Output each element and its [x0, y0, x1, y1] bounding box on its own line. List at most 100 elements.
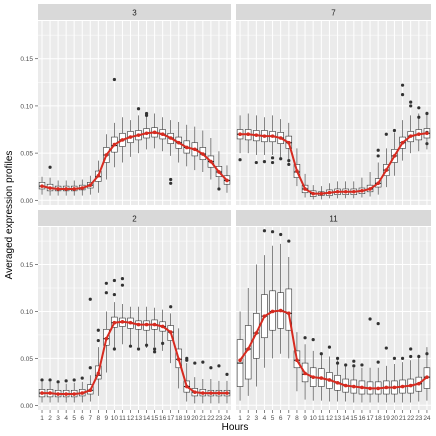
- facet-strip: [236, 4, 431, 20]
- outlier-point: [409, 100, 413, 104]
- outlier-point: [40, 378, 44, 382]
- mean-point: [80, 391, 85, 395]
- mean-point: [193, 390, 197, 394]
- mean-point: [352, 384, 356, 389]
- x-tick-label: 5: [271, 415, 275, 422]
- y-tick-label: 0.00: [20, 403, 33, 410]
- outlier-point: [409, 354, 413, 359]
- outlier-point: [400, 356, 405, 360]
- x-tick-label: 17: [167, 415, 175, 422]
- outlier-point: [238, 158, 242, 162]
- mean-point: [376, 386, 380, 391]
- mean-point: [238, 358, 242, 363]
- mean-point: [343, 189, 348, 194]
- mean-point: [168, 136, 173, 140]
- facet-strip: [38, 4, 231, 20]
- mean-point: [217, 391, 221, 395]
- outlier-point: [201, 360, 205, 364]
- mean-point: [408, 134, 413, 138]
- x-tick-label: 14: [143, 415, 151, 422]
- mean-point: [384, 168, 389, 172]
- mean-point: [343, 383, 348, 388]
- panel-background: [38, 21, 231, 205]
- outlier-point: [270, 160, 275, 165]
- outlier-point: [262, 159, 267, 164]
- mean-point: [327, 190, 332, 195]
- outlier-point: [287, 159, 291, 163]
- mean-point: [270, 309, 275, 314]
- y-axis-label: Averaged expression profiles: [4, 151, 15, 280]
- mean-point: [56, 187, 60, 191]
- outlier-point: [225, 372, 229, 376]
- outlier-point: [88, 366, 92, 370]
- mean-point: [368, 386, 372, 391]
- outlier-point: [217, 364, 221, 368]
- box: [253, 313, 260, 359]
- x-tick-label: 13: [135, 415, 143, 422]
- mean-point: [392, 385, 397, 390]
- outlier-point: [56, 380, 60, 384]
- mean-point: [80, 186, 85, 190]
- mean-point: [128, 135, 133, 139]
- mean-point: [193, 147, 197, 152]
- x-tick-label: 23: [415, 415, 423, 422]
- outlier-point: [112, 292, 116, 297]
- outlier-point: [376, 322, 380, 326]
- outlier-point: [384, 346, 388, 350]
- x-tick-label: 1: [40, 415, 44, 422]
- mean-point: [311, 191, 315, 196]
- x-tick-label: 1: [238, 415, 242, 422]
- mean-point: [96, 173, 101, 178]
- outlier-point: [193, 361, 197, 365]
- mean-point: [152, 322, 157, 327]
- x-tick-label: 3: [255, 415, 259, 422]
- outlier-point: [104, 291, 108, 295]
- mean-point: [360, 189, 364, 193]
- outlier-point: [311, 338, 315, 342]
- outlier-point: [136, 107, 141, 111]
- facet-strip-label: 7: [331, 9, 336, 18]
- facet-strip-label: 11: [329, 215, 338, 224]
- outlier-point: [80, 376, 84, 380]
- facet-panel-7: 7: [236, 4, 431, 205]
- mean-point: [201, 391, 205, 395]
- x-tick-label: 4: [64, 415, 68, 422]
- mean-point: [319, 376, 324, 380]
- mean-point: [96, 371, 101, 376]
- mean-point: [311, 375, 315, 379]
- outlier-point: [400, 83, 405, 87]
- panel-background: [236, 227, 431, 410]
- mean-point: [238, 132, 242, 137]
- x-tick-label: 2: [246, 415, 250, 422]
- facet-panel-11: 111 2 3 4 5 6 7 8 9 10 11 12 13 14 15 16 17 18 19 20 21 22 23 2…: [236, 210, 431, 422]
- outlier-point: [112, 278, 116, 283]
- mean-point: [327, 378, 332, 382]
- facet-panel-2: 21 2 3 4 5 6 7 8 9 10 11 12 13 14 15 16 17 18 19 20 21 22 23 24: [38, 210, 231, 422]
- x-tick-label: 5: [72, 415, 76, 422]
- outlier-point: [96, 338, 100, 343]
- mean-point: [335, 189, 340, 194]
- mean-point: [176, 140, 181, 145]
- boxplot-hour-1: [236, 311, 244, 401]
- mean-point: [368, 187, 372, 191]
- x-tick-label: 6: [80, 415, 84, 422]
- outlier-point: [425, 352, 429, 356]
- outlier-point: [64, 379, 68, 383]
- outlier-point: [161, 341, 165, 345]
- mean-point: [48, 186, 52, 190]
- x-tick-label: 18: [175, 415, 183, 422]
- x-tick-label: 10: [111, 415, 119, 422]
- x-tick-label: 12: [326, 415, 334, 422]
- mean-point: [335, 380, 340, 385]
- mean-point: [128, 320, 133, 325]
- x-tick-label: 24: [223, 415, 231, 422]
- outlier-point: [392, 128, 397, 133]
- mean-point: [270, 134, 275, 138]
- x-tick-label: 23: [215, 415, 223, 422]
- mean-point: [176, 357, 181, 362]
- outlier-point: [270, 156, 275, 160]
- facet-strip: [236, 210, 431, 226]
- box: [285, 288, 293, 331]
- y-tick-label: 0.15: [20, 56, 33, 63]
